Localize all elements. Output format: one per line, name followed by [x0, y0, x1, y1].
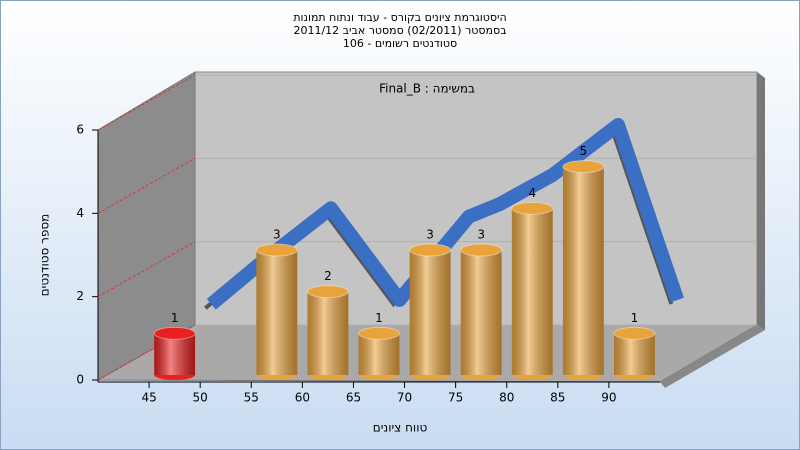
y-tick-label: 2	[76, 289, 84, 303]
titles: היסטוגרמת ציונים בקורס - עבוד ונתוח תמונ…	[293, 11, 506, 50]
subtitle: Final_B : במשימה	[379, 82, 475, 96]
bar-top	[153, 326, 196, 340]
x-tick-label: 55	[244, 391, 259, 405]
value-label: 3	[426, 228, 434, 242]
x-tick-label: 65	[346, 391, 361, 405]
grid-line	[97, 157, 196, 214]
bar-top	[562, 160, 605, 174]
bar-shine	[307, 291, 349, 375]
value-label: 5	[580, 144, 588, 158]
bar-shine	[256, 250, 298, 375]
bar-shine	[614, 333, 655, 375]
wall-edge	[757, 72, 765, 330]
value-label: 4	[528, 186, 536, 200]
bar-shine	[562, 166, 604, 375]
x-tick-label: 85	[550, 391, 565, 405]
value-label: 1	[171, 311, 179, 325]
x-tick-label: 90	[601, 391, 616, 405]
y-tick-label: 6	[76, 123, 84, 137]
x-axis-label: טווח ציונים	[373, 421, 428, 435]
grid-line	[97, 241, 196, 298]
x-tick-label: 80	[499, 391, 514, 405]
value-label: 2	[324, 269, 332, 283]
x-tick-label: 75	[448, 391, 463, 405]
chart-title: היסטוגרמת ציונים בקורס - עבוד ונתוח תמונ…	[293, 11, 506, 24]
x-tick-label: 70	[397, 391, 412, 405]
bar-top	[460, 243, 503, 257]
y-tick-label: 4	[76, 206, 84, 220]
y-axis-label: מספר סטודנטים	[38, 214, 52, 297]
bar-top	[409, 243, 452, 257]
bar-top	[306, 285, 349, 299]
floor-edge	[660, 325, 765, 388]
bar-top	[613, 326, 656, 340]
x-tick-label: 45	[141, 391, 156, 405]
chart-title: סטודנטים רשומים - 106	[343, 37, 457, 50]
bar-top	[358, 326, 400, 340]
ribbon	[206, 118, 684, 310]
x-tick-label: 50	[193, 391, 208, 405]
value-label: 3	[273, 228, 281, 242]
x-tick-label: 60	[295, 391, 310, 405]
value-label: 1	[631, 311, 639, 325]
bar-top	[255, 243, 298, 257]
value-label: 3	[477, 228, 485, 242]
bar-shine	[409, 250, 451, 375]
bar-shine	[154, 333, 196, 375]
value-label: 1	[375, 311, 383, 325]
bar-shine	[511, 208, 553, 375]
bar-shine	[358, 333, 400, 375]
y-tick-label: 0	[76, 373, 84, 387]
bar-shine	[460, 250, 502, 375]
chart-title: בסמסטר (02/2011) סמסטר אביב 2011/12	[293, 24, 506, 37]
bar-top	[511, 201, 554, 215]
grid-line	[97, 74, 196, 131]
